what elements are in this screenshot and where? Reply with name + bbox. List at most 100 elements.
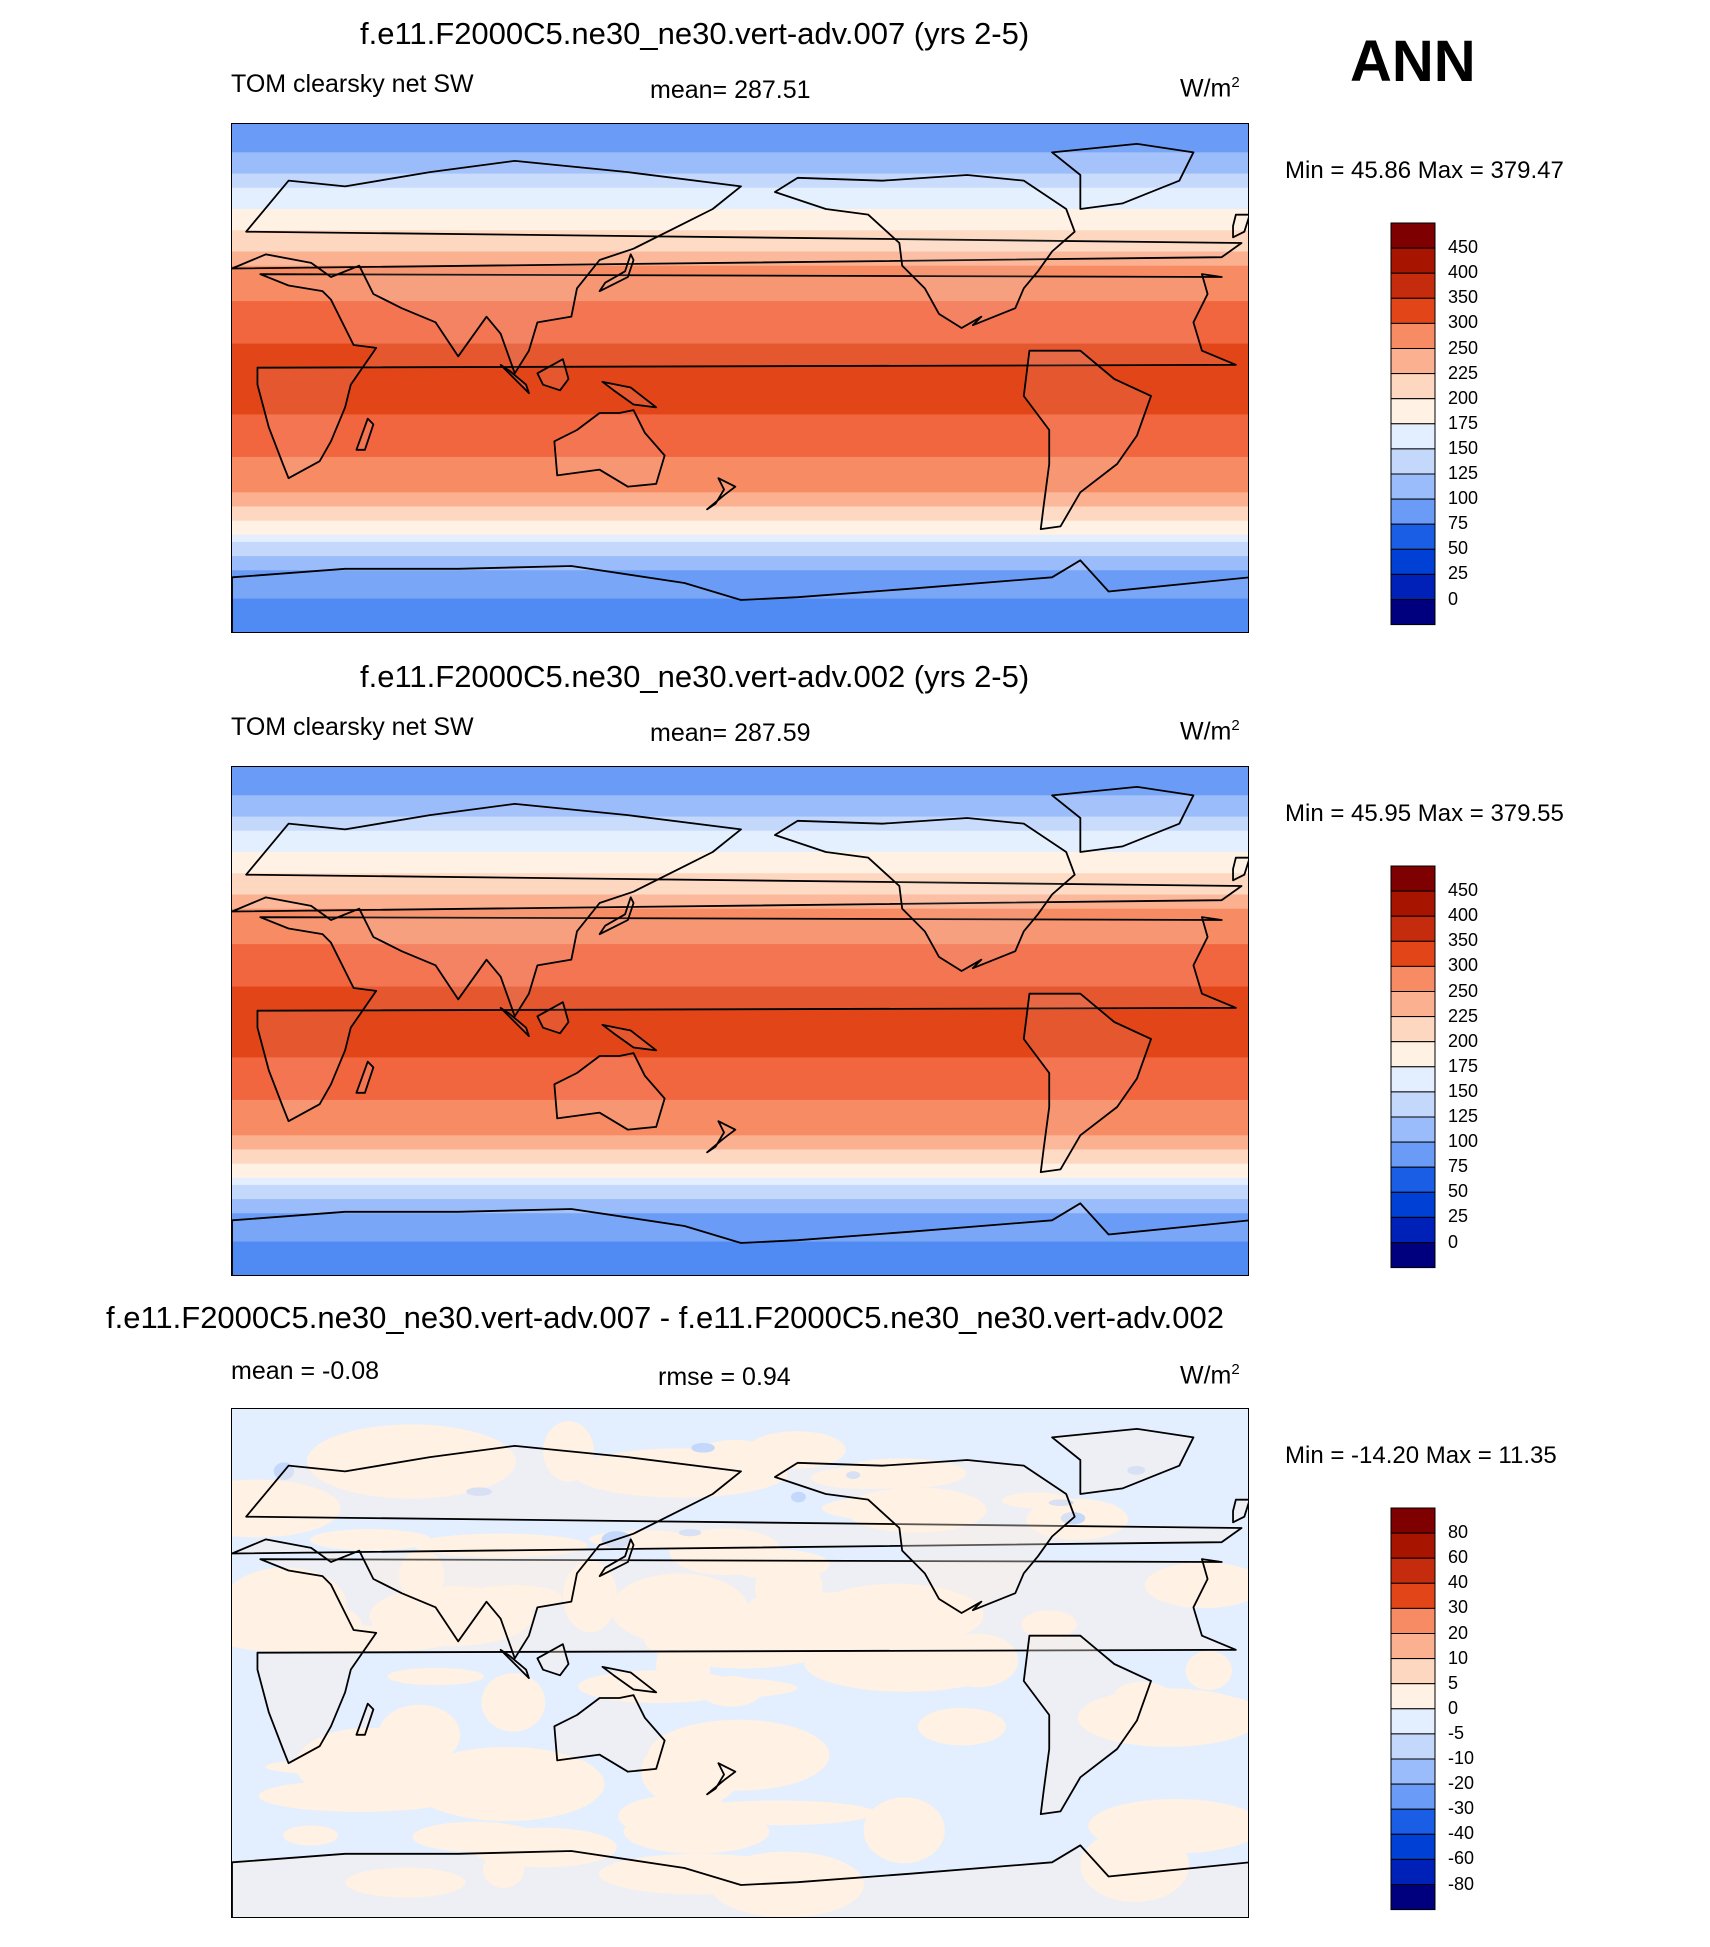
colorbar-tick-label: 10 [1448, 1647, 1469, 1668]
contour-band [232, 591, 1248, 600]
contour-band [232, 386, 1248, 394]
panel-title: f.e11.F2000C5.ne30_ne30.vert-adv.007 - f… [106, 1300, 1224, 1335]
colorbar-segment [1390, 473, 1436, 500]
contour-band [232, 315, 1248, 323]
coastline [774, 817, 1076, 972]
coastline [536, 1643, 570, 1677]
contour-band [232, 1036, 1248, 1044]
units-text: W/m [1180, 717, 1232, 746]
contour-band [232, 272, 1248, 281]
colorbar-tick-label: 100 [1448, 488, 1479, 509]
colorbar-segment [1390, 1116, 1436, 1143]
positive-anomaly-patch [727, 1549, 830, 1580]
colorbar-tick-label: -30 [1448, 1798, 1475, 1819]
coastline [1022, 992, 1152, 1174]
colorbar-segment [1390, 1607, 1436, 1635]
colorbar-tick-label: 0 [1448, 1697, 1459, 1718]
contour-band [232, 1043, 1248, 1051]
colorbar-tick-label: 30 [1448, 1597, 1469, 1618]
contour-band [232, 816, 1248, 825]
colorbar [1390, 222, 1436, 626]
contour-band [232, 407, 1248, 416]
contour-band [232, 859, 1248, 867]
units-label: W/m2 [1180, 74, 1240, 103]
contour-band [232, 774, 1248, 782]
contour-band [232, 251, 1248, 260]
contour-band [232, 873, 1248, 881]
negative-anomaly-patch [466, 1487, 492, 1496]
contour-band [232, 549, 1248, 557]
units-label: W/m2 [1180, 1361, 1240, 1390]
coastline [1022, 349, 1152, 531]
colorbar-segment [1390, 1066, 1436, 1093]
map-plot [231, 766, 1249, 1276]
colorbar-tick-label: 300 [1448, 955, 1479, 976]
coastline [355, 417, 375, 451]
coastline [601, 1665, 658, 1694]
contour-band [232, 598, 1248, 607]
contour-band [232, 788, 1248, 796]
center-label: rmse = 0.94 [658, 1363, 791, 1391]
contour-band [232, 951, 1248, 959]
contour-band [232, 844, 1248, 853]
colorbar-tick-label: 450 [1448, 237, 1479, 258]
colorbar-segment [1390, 272, 1436, 299]
units-superscript: 2 [1231, 717, 1240, 734]
contour-band [232, 1022, 1248, 1030]
contour-band [232, 1099, 1248, 1108]
coastline [1232, 1498, 1248, 1524]
contour-band [232, 152, 1248, 161]
colorbar [1390, 865, 1436, 1269]
center-label: mean= 287.59 [650, 719, 811, 747]
colorbar-tick-label: 175 [1448, 1055, 1479, 1076]
colorbar-tick-label: 150 [1448, 1080, 1479, 1101]
colorbar-segment [1390, 1041, 1436, 1068]
coastline [232, 1844, 1248, 1917]
coastline [774, 174, 1076, 329]
coastline [601, 1023, 658, 1052]
contour-band [232, 336, 1248, 345]
contour-band [232, 1064, 1248, 1073]
colorbar-segment [1390, 1733, 1436, 1760]
contour-band [232, 612, 1248, 621]
coastline [499, 1648, 530, 1680]
colorbar-tick-label: -10 [1448, 1748, 1475, 1768]
contour-band [232, 124, 1248, 132]
colorbar-tick-label: 25 [1448, 1206, 1469, 1227]
colorbar-segment [1390, 1884, 1436, 1911]
colorbar-tick-label: 400 [1448, 262, 1479, 283]
contour-band [232, 1234, 1248, 1243]
coastline [232, 1202, 1248, 1275]
units-text: W/m [1180, 1361, 1232, 1390]
contour-band [232, 1014, 1248, 1023]
map-plot [231, 1408, 1249, 1918]
contour-band [232, 1199, 1248, 1207]
map-svg [232, 124, 1248, 632]
colorbar-segment [1390, 1633, 1436, 1660]
contour-band [232, 499, 1248, 508]
coastline [553, 409, 666, 488]
colorbar-segment [1390, 498, 1436, 525]
coastline [232, 559, 1248, 632]
positive-anomaly-patch [481, 1673, 546, 1732]
contour-band [232, 1071, 1248, 1080]
contour-band [232, 986, 1248, 995]
contour-band [232, 541, 1248, 550]
colorbar-tick-label: 50 [1448, 538, 1469, 559]
colorbar-segment [1390, 573, 1436, 600]
contour-band [232, 1000, 1248, 1009]
colorbar-segment [1390, 348, 1436, 375]
colorbar-segment [1390, 1758, 1436, 1785]
colorbar-segment [1390, 247, 1436, 274]
contour-band [232, 421, 1248, 430]
contour-band [232, 506, 1248, 515]
colorbar-segment [1390, 1166, 1436, 1193]
left-label: TOM clearsky net SW [231, 713, 474, 741]
colorbar-segment [1390, 297, 1436, 324]
contour-band [232, 894, 1248, 903]
coastline [536, 358, 570, 392]
colorbar-segment [1390, 915, 1436, 942]
coastline [499, 1006, 530, 1038]
coastline [232, 159, 1243, 375]
coastline [706, 1762, 737, 1796]
